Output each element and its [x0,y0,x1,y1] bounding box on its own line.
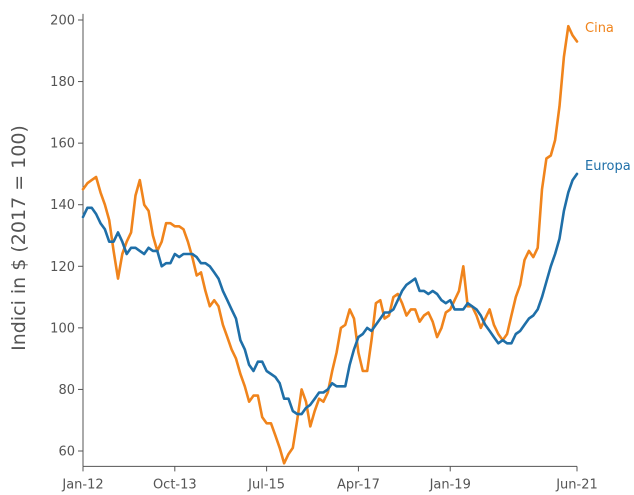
y-tick-label: 140 [50,198,75,213]
series-line-europa [81,172,579,416]
x-axis-ticks: Jan-12 Oct-13 Jul-15 Apr-17 Jan-19 Jun-21 [61,466,598,492]
series-label-cina: Cina [585,21,614,36]
x-tick-label: Jul-15 [247,477,285,492]
y-tick-label: 160 [50,137,75,152]
y-axis-label: Indici in $ (2017 = 100) [8,125,30,351]
x-tick-label: Jan-12 [61,477,103,492]
x-tick-label: Jun-21 [555,477,598,492]
y-tick-label: 60 [58,445,75,460]
series-labels: Cina Europa [585,21,631,174]
series-label-europa: Europa [585,159,631,174]
y-tick-label: 120 [50,260,75,275]
x-tick-label: Oct-13 [153,477,197,492]
y-tick-label: 200 [50,14,75,29]
y-tick-label: 80 [58,383,75,398]
plot-area: 60 80 100 120 140 160 180 200 Jan-12 Oct-13 Jul-1… [50,14,631,493]
x-tick-label: Jan-19 [429,477,471,492]
series-line-cina [81,24,579,465]
x-tick-label: Apr-17 [337,477,380,492]
y-tick-label: 180 [50,75,75,90]
y-tick-label: 100 [50,321,75,336]
series-lines [81,24,579,465]
y-axis-ticks: 60 80 100 120 140 160 180 200 [50,14,83,460]
